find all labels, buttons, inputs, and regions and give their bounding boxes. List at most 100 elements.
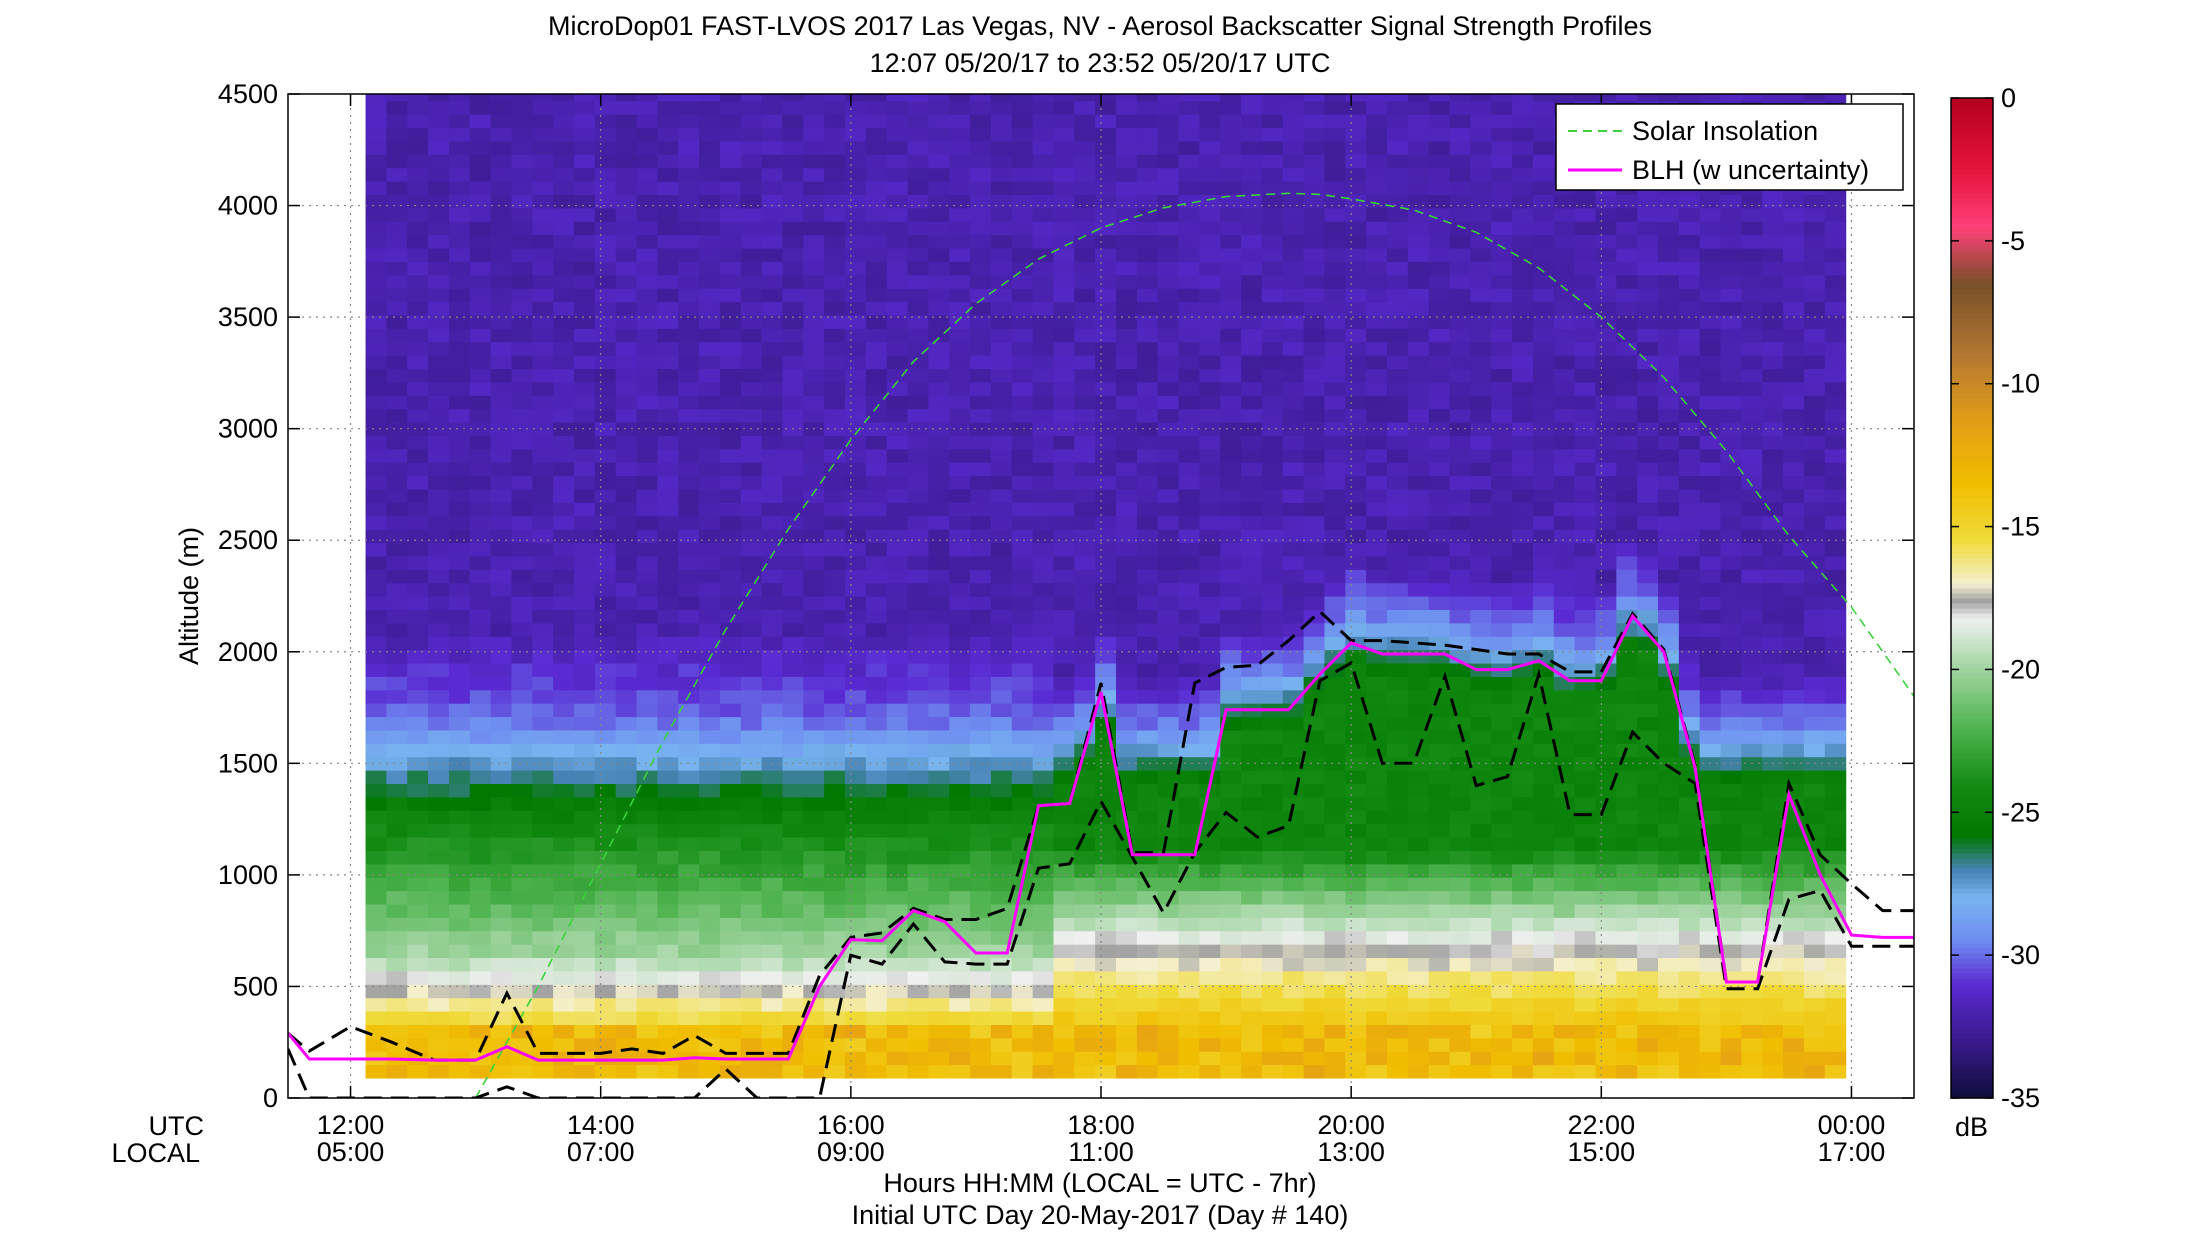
heatmap-cell <box>1136 890 1159 905</box>
heatmap-cell <box>782 515 804 530</box>
heatmap-cell <box>1699 783 1722 798</box>
heatmap-cell <box>761 288 784 303</box>
heatmap-cell <box>719 636 742 651</box>
heatmap-cell <box>532 622 554 637</box>
heatmap-cell <box>1741 288 1763 303</box>
heatmap-cell <box>1032 890 1055 905</box>
heatmap-cell <box>1470 863 1492 878</box>
heatmap-cell <box>1470 890 1492 905</box>
heatmap-cell <box>1199 863 1221 878</box>
heatmap-cell <box>407 863 429 878</box>
heatmap-cell <box>1574 836 1597 851</box>
heatmap-cell <box>824 515 846 530</box>
heatmap-cell <box>699 783 721 798</box>
heatmap-cell <box>1762 609 1784 624</box>
heatmap-cell <box>1116 796 1138 811</box>
heatmap-cell <box>1387 596 1409 610</box>
heatmap-cell <box>886 676 909 691</box>
heatmap-cell <box>365 435 387 450</box>
heatmap-cell <box>657 114 679 129</box>
heatmap-cell <box>365 181 387 195</box>
heatmap-cell <box>1553 542 1576 557</box>
heatmap-cell <box>1491 314 1513 329</box>
heatmap-cell <box>1199 970 1221 985</box>
heatmap-cell <box>949 194 971 209</box>
heatmap-cell <box>511 502 533 517</box>
heatmap-cell <box>532 341 554 356</box>
heatmap-cell <box>1449 314 1471 329</box>
heatmap-cell <box>1241 877 1263 892</box>
heatmap-cell <box>824 381 846 396</box>
heatmap-cell <box>740 729 763 744</box>
heatmap-cell <box>928 863 950 878</box>
heatmap-cell <box>1616 890 1638 905</box>
heatmap-cell <box>448 247 471 262</box>
heatmap-cell <box>1095 970 1117 985</box>
heatmap-cell <box>990 850 1013 865</box>
heatmap-cell <box>1491 917 1513 932</box>
heatmap-cell <box>1136 1037 1159 1052</box>
heatmap-cell <box>1199 234 1221 249</box>
heatmap-cell <box>845 247 867 262</box>
heatmap-cell <box>1428 743 1451 758</box>
heatmap-cell <box>1011 743 1034 758</box>
heatmap-cell <box>1282 555 1305 570</box>
heatmap-cell <box>1595 636 1617 651</box>
heatmap-cell <box>1032 622 1055 637</box>
heatmap-cell <box>1053 381 1075 396</box>
heatmap-cell <box>1074 1024 1096 1039</box>
heatmap-cell <box>803 207 825 222</box>
heatmap-cell <box>845 515 867 530</box>
heatmap-cell <box>699 676 721 691</box>
heatmap-cell <box>1532 247 1555 262</box>
heatmap-cell <box>928 1024 950 1039</box>
heatmap-cell <box>594 341 617 356</box>
heatmap-cell <box>1282 850 1305 865</box>
heatmap-cell <box>1136 94 1159 102</box>
heatmap-cell <box>490 301 513 316</box>
heatmap-cell <box>469 381 492 396</box>
heatmap-cell <box>1428 247 1451 262</box>
heatmap-cell <box>636 850 658 865</box>
heatmap-cell <box>719 890 742 905</box>
heatmap-cell <box>1532 529 1555 544</box>
heatmap-cell <box>1616 421 1638 436</box>
heatmap-cell <box>469 341 492 356</box>
heatmap-cell <box>1324 529 1346 544</box>
heatmap-cell <box>469 435 492 450</box>
heatmap-cell <box>719 288 742 303</box>
heatmap-cell <box>365 957 387 972</box>
heatmap-cell <box>1116 1051 1138 1066</box>
heatmap-cell <box>949 421 971 436</box>
heatmap-cell <box>990 970 1013 985</box>
heatmap-cell <box>428 890 450 905</box>
heatmap-cell <box>1470 314 1492 329</box>
heatmap-cell <box>1616 261 1638 276</box>
heatmap-cell <box>845 676 867 691</box>
heatmap-cell <box>949 247 971 262</box>
heatmap-cell <box>1574 569 1597 584</box>
heatmap-cell <box>1220 408 1242 423</box>
heatmap-cell <box>1053 970 1075 985</box>
heatmap-cell <box>1553 569 1576 584</box>
heatmap-cell <box>1574 488 1597 503</box>
heatmap-cell <box>657 850 679 865</box>
heatmap-cell <box>615 823 638 838</box>
heatmap-cell <box>1324 582 1346 597</box>
heatmap-cell <box>1303 970 1326 985</box>
heatmap-cell <box>970 355 992 370</box>
heatmap-cell <box>761 716 784 731</box>
heatmap-cell <box>1011 796 1034 811</box>
heatmap-cell <box>740 957 763 972</box>
heatmap-cell <box>1011 622 1034 637</box>
heatmap-cell <box>1449 421 1471 436</box>
heatmap-cell <box>1595 221 1617 236</box>
heatmap-cell <box>1116 890 1138 905</box>
heatmap-cell <box>1032 408 1055 423</box>
heatmap-cell <box>469 970 492 985</box>
heatmap-cell <box>1157 649 1180 664</box>
heatmap-cell <box>1303 743 1326 758</box>
heatmap-cell <box>740 743 763 758</box>
heatmap-cell <box>1199 529 1221 544</box>
heatmap-cell <box>1491 448 1513 463</box>
